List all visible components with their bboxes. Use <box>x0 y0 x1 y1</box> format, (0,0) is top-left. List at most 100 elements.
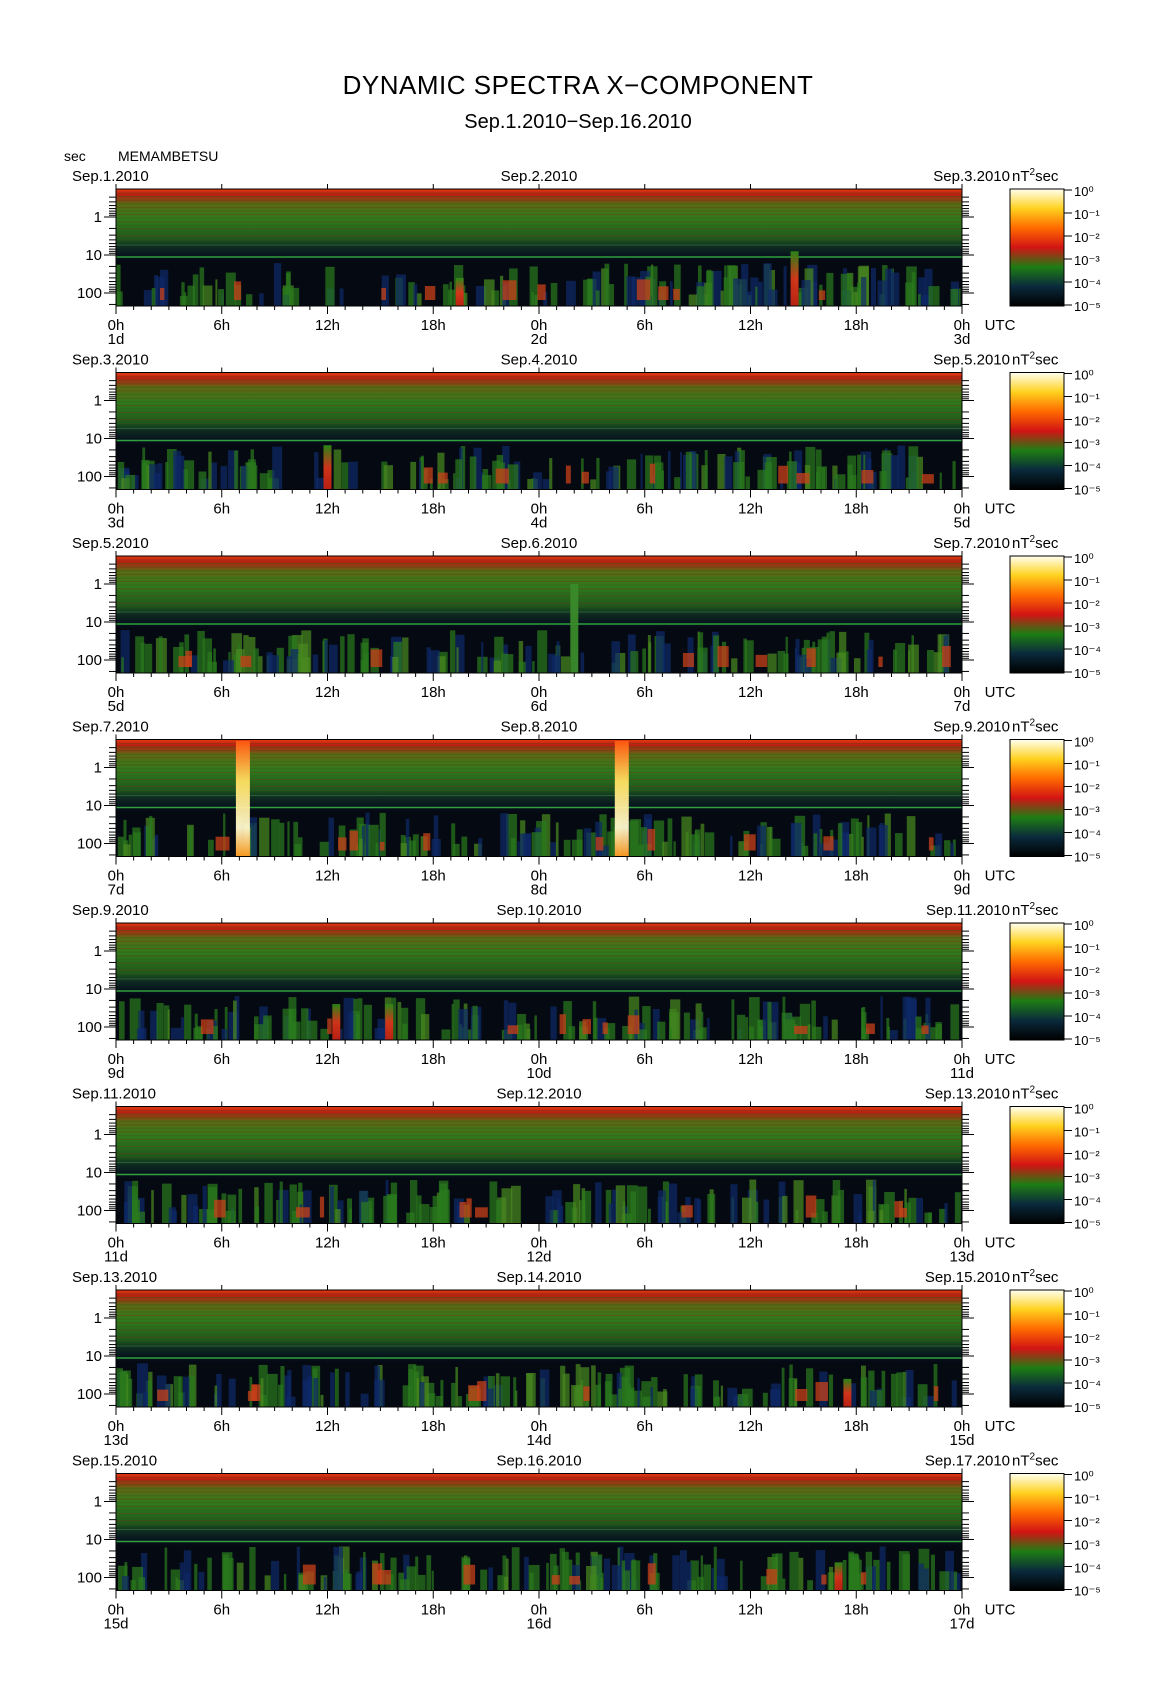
activity-cell <box>517 841 520 857</box>
activity-cell <box>586 832 597 857</box>
x-tick-label: 0h <box>108 1051 125 1068</box>
activity-cell <box>341 462 349 490</box>
panel-5: Sep.9.2010 Sep.10.2010 Sep.11.2010 nT2sec11… <box>72 901 1101 1082</box>
activity-cell <box>236 1562 244 1591</box>
activity-cell <box>267 470 275 490</box>
colorbar-tick-label: 10⁰ <box>1074 735 1094 750</box>
activity-cell <box>681 816 692 857</box>
activity-cell <box>345 1372 350 1407</box>
activity-cell <box>190 655 199 673</box>
activity-cell <box>597 1372 602 1407</box>
x-tick-label: 0h <box>954 1051 971 1068</box>
activity-cell <box>797 654 805 673</box>
activity-cell <box>293 821 299 857</box>
activity-cell <box>489 1181 498 1224</box>
activity-cell <box>818 290 826 300</box>
x-tick-label: 0h <box>108 1418 125 1435</box>
x-tick-label: 6h <box>636 1235 653 1252</box>
activity-cell <box>768 289 778 306</box>
activity-cell <box>837 1189 844 1224</box>
colorbar-unit-label: nT2sec <box>1012 718 1059 736</box>
day-label: 8d <box>531 882 548 899</box>
event-burst <box>455 277 464 306</box>
activity-cell <box>534 1015 537 1040</box>
activity-cell <box>592 271 601 306</box>
activity-cell <box>246 294 253 306</box>
activity-cell <box>214 1385 218 1407</box>
activity-cell <box>690 1560 699 1591</box>
activity-cell <box>356 1571 363 1591</box>
activity-cell <box>736 1014 746 1040</box>
activity-cell <box>842 1560 847 1591</box>
activity-cell <box>586 1566 597 1591</box>
day-label: 7d <box>108 882 125 899</box>
activity-cell <box>583 828 592 857</box>
activity-cell <box>224 1007 228 1040</box>
activity-cell <box>391 997 397 1040</box>
activity-cell <box>815 449 822 490</box>
activity-cell <box>701 465 708 490</box>
activity-cell <box>333 1546 343 1591</box>
y-tick-label: 100 <box>77 1386 102 1403</box>
activity-cell <box>562 1551 569 1591</box>
activity-cell <box>573 1184 581 1224</box>
activity-cell <box>455 634 465 673</box>
activity-cell <box>151 1190 154 1224</box>
activity-cell <box>132 827 141 857</box>
x-tick-label: 12h <box>738 317 763 334</box>
activity-cell <box>618 1566 625 1591</box>
activity-cell <box>896 1372 904 1407</box>
activity-cell <box>689 834 700 857</box>
activity-cell <box>207 1557 212 1591</box>
activity-cell <box>952 461 956 490</box>
activity-cell <box>227 1194 237 1224</box>
activity-cell <box>591 1365 596 1407</box>
activity-cell <box>312 654 319 673</box>
activity-cell <box>324 640 328 673</box>
colorbar <box>1009 1289 1065 1408</box>
colorbar-tick-label: 10⁻² <box>1074 781 1100 796</box>
activity-cell <box>220 465 228 490</box>
activity-cell <box>670 999 681 1040</box>
activity-cell <box>408 1369 413 1407</box>
activity-cell <box>595 1182 602 1224</box>
activity-cell <box>670 281 673 306</box>
x-tick-label: 18h <box>844 1602 869 1619</box>
activity-cell <box>811 1026 822 1040</box>
activity-cell <box>899 1208 907 1218</box>
activity-cell <box>668 451 671 490</box>
activity-cell <box>622 1026 633 1040</box>
activity-cell <box>413 284 418 306</box>
activity-cell <box>302 1365 311 1407</box>
activity-cell <box>254 1016 259 1040</box>
activity-cell <box>893 649 897 673</box>
activity-cell <box>682 653 694 667</box>
activity-cell <box>763 1199 770 1224</box>
colorbar-tick-label: 10⁻⁵ <box>1074 666 1101 681</box>
activity-cell <box>276 1200 281 1224</box>
activity-cell <box>253 648 259 673</box>
activity-cell <box>595 837 604 851</box>
activity-cell <box>755 286 758 306</box>
activity-cell <box>433 815 439 857</box>
activity-cell <box>828 1374 833 1407</box>
activity-cell <box>891 1373 898 1407</box>
activity-cell <box>860 1572 867 1585</box>
activity-cell <box>416 1378 419 1407</box>
colorbar-unit-label: nT2sec <box>1012 1085 1059 1103</box>
activity-cell <box>361 1202 369 1224</box>
activity-cell <box>755 654 768 667</box>
event-burst <box>235 740 250 857</box>
activity-cell <box>316 477 327 490</box>
x-tick-label: 18h <box>421 1051 446 1068</box>
activity-cell <box>467 1029 474 1040</box>
activity-cell <box>924 1212 932 1224</box>
activity-cell <box>532 661 535 673</box>
activity-cell <box>839 822 850 857</box>
activity-cell <box>227 450 238 490</box>
activity-cell <box>879 1210 884 1224</box>
activity-cell <box>348 461 358 490</box>
activity-cell <box>406 840 416 857</box>
activity-cell <box>793 1180 804 1224</box>
activity-cell <box>801 280 811 306</box>
